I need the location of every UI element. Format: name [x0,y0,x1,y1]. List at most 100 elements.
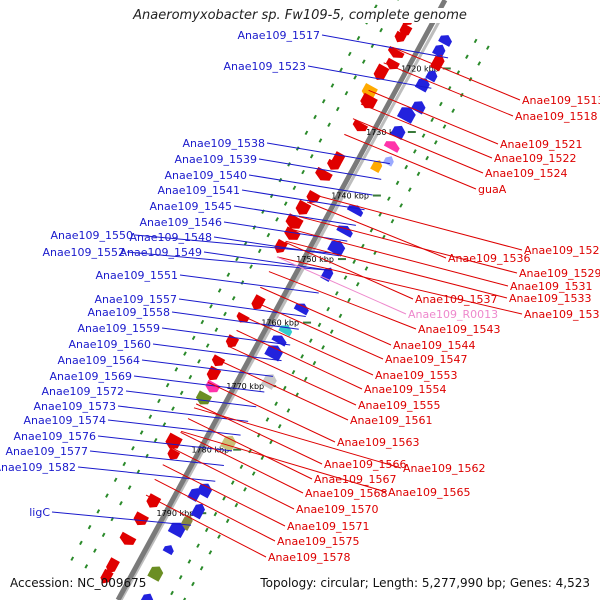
left-gene-label: ligC [29,506,50,519]
gene-arrow [399,23,413,37]
left-leader-line [161,327,291,346]
kbp-label-1780: 1780 kbp [191,446,229,455]
track-tick [390,218,395,224]
left-gene-label: Anae109_1548 [130,231,213,244]
gene-arrow [370,160,383,174]
track-tick [197,359,201,364]
right-gene-label: Anae109_1567 [314,473,397,486]
right-gene-label: Anae109_1529 [519,267,600,280]
track-tick [148,414,153,419]
gene-arrow [211,354,226,367]
left-leader-line [321,34,449,59]
track-tick [222,496,226,501]
track-tick [318,138,323,143]
left-leader-line [97,435,233,452]
left-gene-label: Anae109_1546 [140,216,223,229]
track-tick [373,4,378,9]
track-tick [361,243,365,249]
gene-feature [187,488,201,502]
gene-arrow [106,557,120,573]
gene-arrow [139,593,154,600]
gene-arrow [352,119,369,132]
gene-feature [167,522,186,539]
track-tick [326,306,331,312]
track-tick [131,446,135,451]
right-leader-line [268,271,417,330]
left-leader-line [213,236,340,257]
left-gene-label: Anae109_1545 [150,200,233,213]
track-tick [240,280,245,285]
track-tick [291,369,296,375]
track-tick [369,227,374,233]
right-leader-line [352,118,484,174]
right-gene-label: Anae109_1554 [364,383,447,396]
right-leader-line [207,381,336,443]
left-leader-line [141,359,273,377]
kbp-label-1760: 1760 kbp [261,319,299,328]
right-gene-label: Anae109_1544 [393,339,476,352]
gene-arrow [414,78,430,93]
gene-feature [162,545,174,556]
track-tick [213,511,218,517]
gene-feature [167,447,181,460]
track-tick [257,248,262,254]
right-leader-line [195,403,323,465]
gene-feature [260,374,277,390]
track-tick [204,527,209,533]
track-tick [353,75,357,80]
track-tick [122,461,127,467]
left-gene-label: Anae109_1558 [88,306,171,319]
right-gene-label: Anae109_1570 [296,503,379,516]
right-leader-line [227,345,357,406]
right-leader-line [145,494,267,558]
gene-arrow [394,30,407,43]
track-tick [113,477,118,483]
right-leader-line [180,430,387,493]
track-tick [93,548,97,553]
left-leader-line [125,390,257,408]
track-tick [433,140,438,145]
left-leader-line [51,511,192,526]
track-tick [312,360,317,366]
track-tick [300,354,304,359]
right-gene-label: Anae109_1537 [415,293,498,306]
gene-arrow [260,374,277,390]
gene-feature [320,267,334,282]
gene-feature [147,566,164,582]
track-tick [231,296,236,301]
right-leader-line [284,241,414,300]
gene-feature [414,78,430,93]
track-tick [283,201,288,206]
gene-feature [370,160,383,174]
track-tick [378,212,383,217]
gene-arrow [390,125,406,140]
left-gene-label: Anae109_1569 [50,370,133,383]
track-tick [304,130,309,136]
gene-feature [205,379,221,393]
gene-feature [100,568,114,584]
track-tick [209,304,213,309]
right-leader-line [193,407,402,469]
right-gene-label: Anae109_1566 [324,458,407,471]
left-gene-label: Anae109_1577 [6,445,89,458]
gene-arrow [360,92,378,109]
left-gene-label: Anae109_1572 [42,385,125,398]
gene-arrow [251,294,266,310]
right-gene-label: Anae109_1578 [268,551,351,564]
track-tick [407,187,412,192]
track-tick [387,196,391,201]
track-tick [343,275,348,280]
track-tick [165,382,170,388]
gene-feature [327,158,341,170]
gene-feature [352,119,369,132]
gene-feature [306,190,321,204]
track-tick [486,45,490,50]
right-gene-label: Anae109_1524 [485,167,568,180]
gene-arrow [100,568,114,584]
left-leader-line [266,142,390,165]
track-tick [413,149,417,154]
track-tick [442,124,447,129]
track-tick [223,311,227,317]
left-gene-label: Anae109_1551 [96,269,179,282]
track-tick [139,430,144,435]
